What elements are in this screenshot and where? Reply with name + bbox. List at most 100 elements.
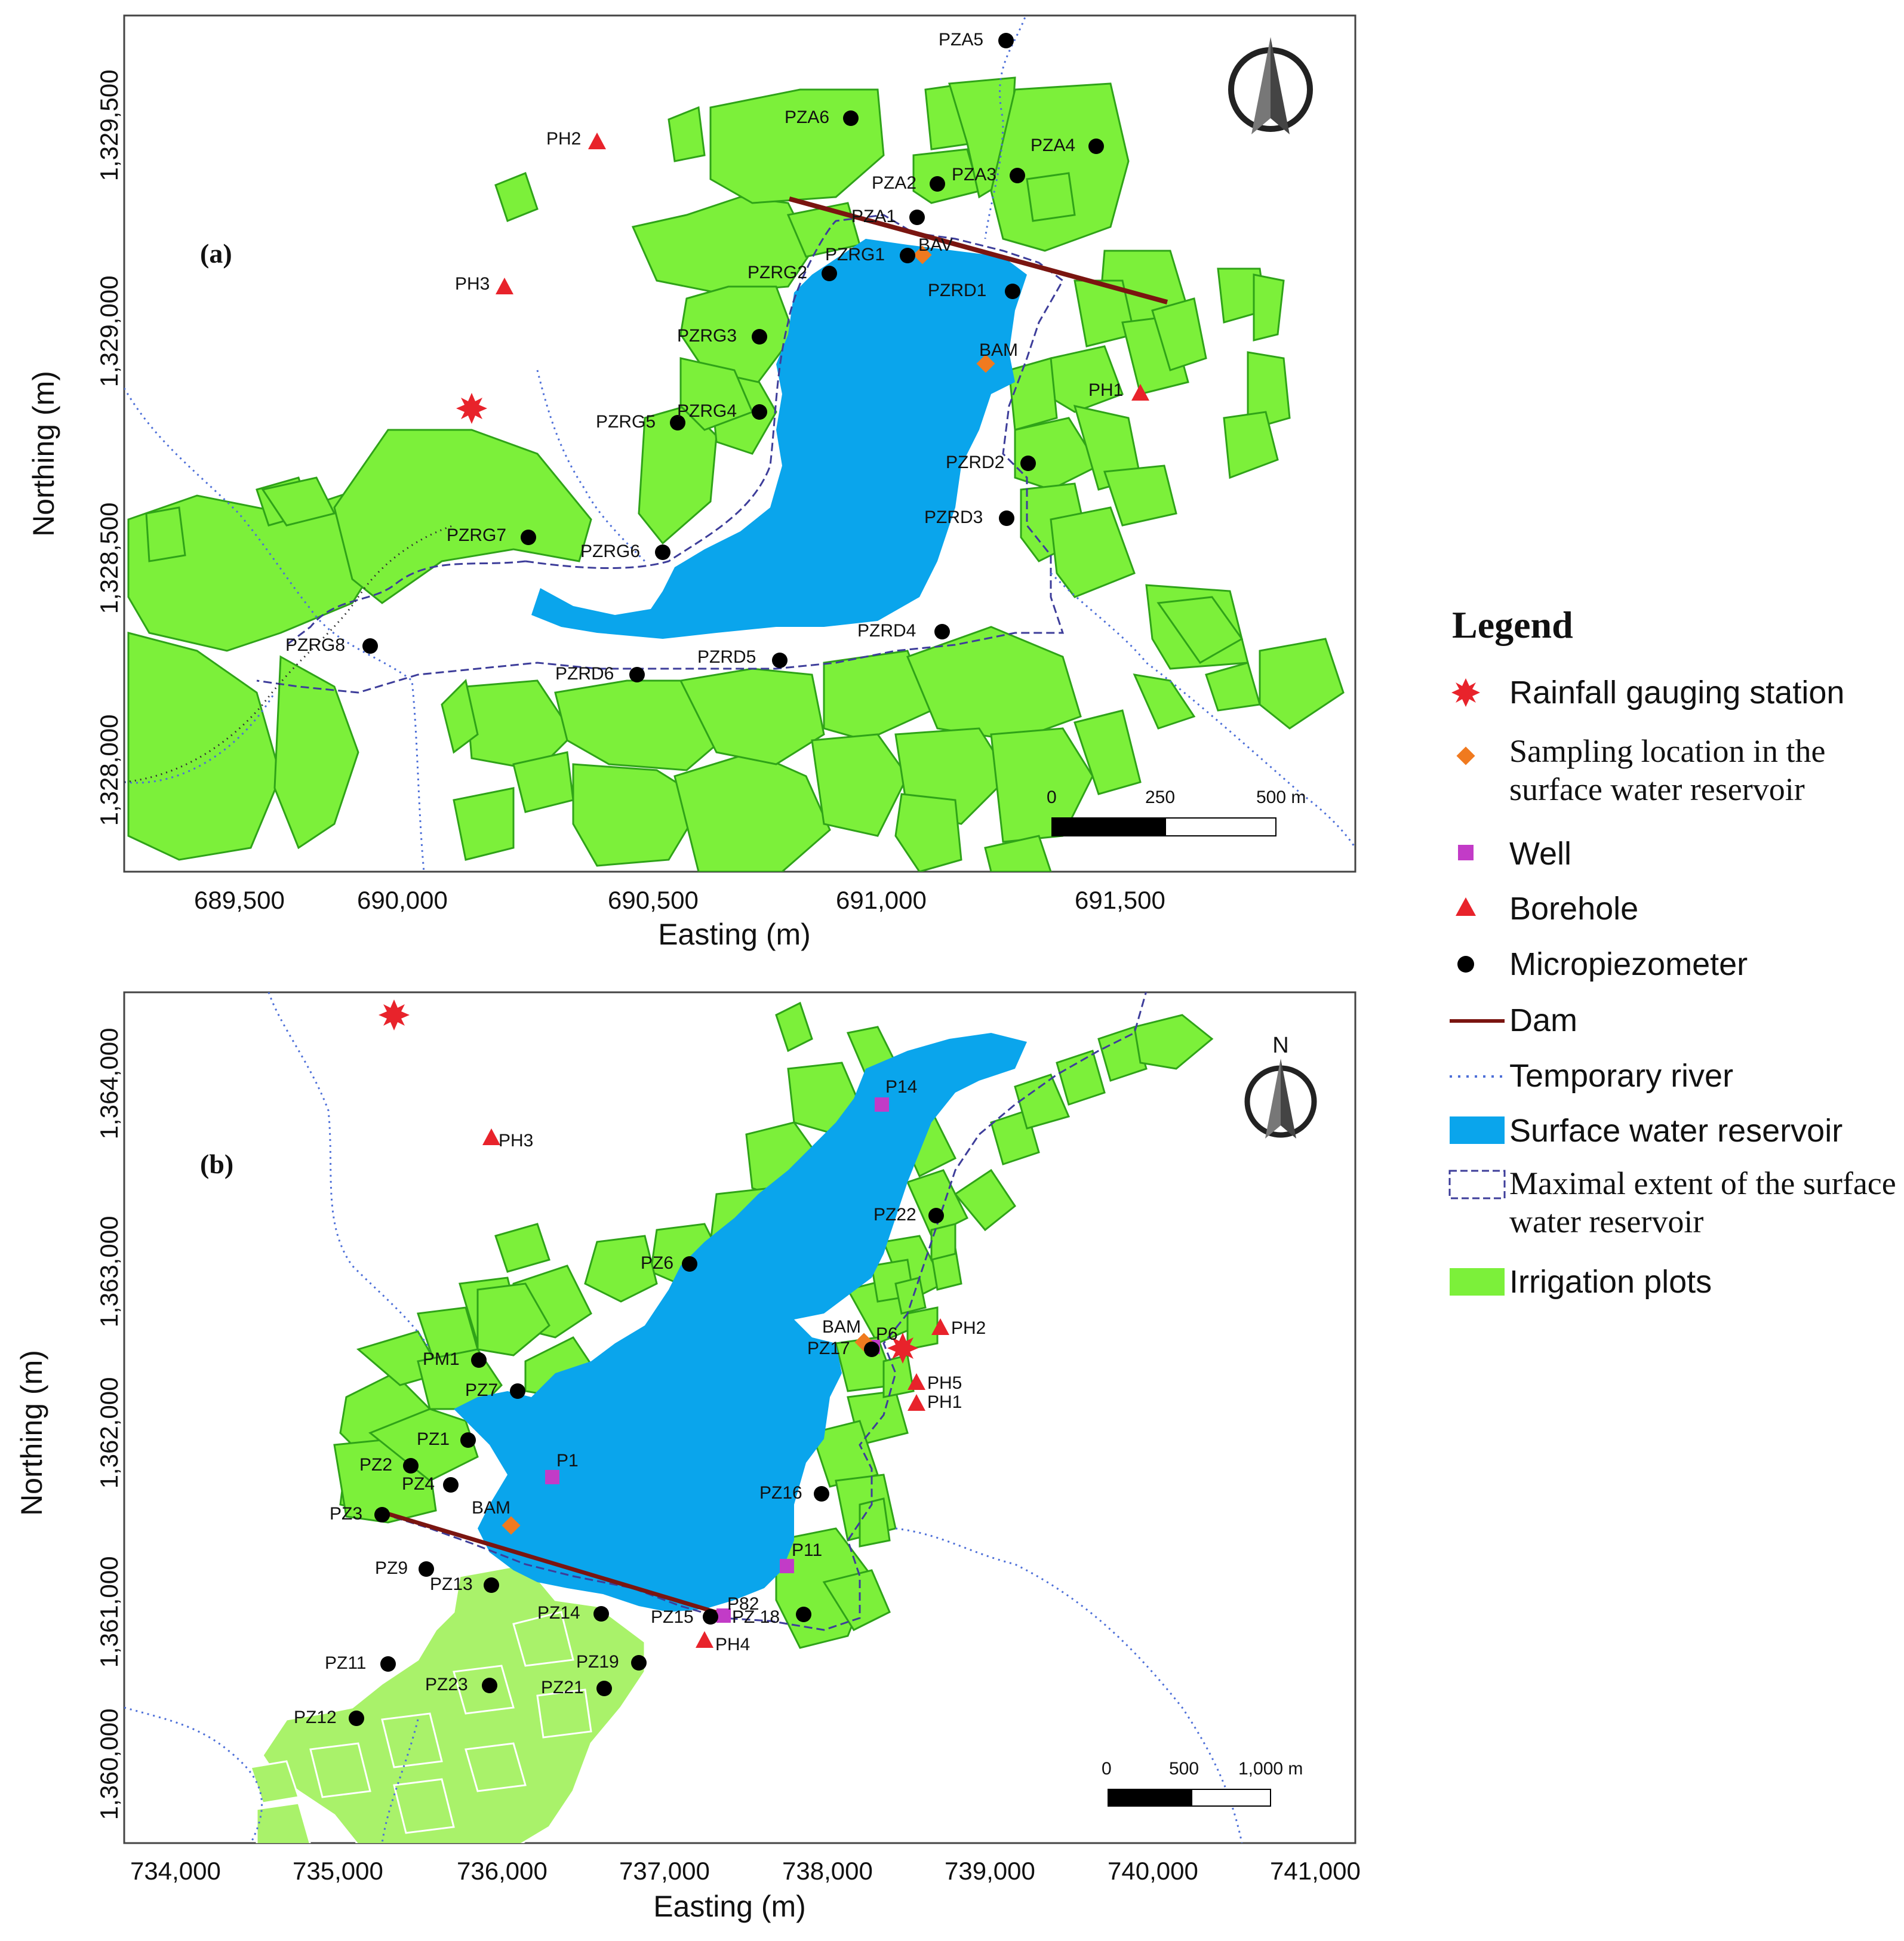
panel-b-boreholes [482, 1128, 949, 1648]
panel-a: PZA5 PZA6 PZA4 PZA2 PZA3 PZA1 PZRG1 BAV … [27, 14, 1357, 951]
point-label: PH5 [927, 1373, 962, 1393]
point-label: PH3 [455, 274, 490, 294]
borehole-marker [908, 1373, 925, 1390]
point-label: PH1 [927, 1392, 962, 1412]
y-tick-label: 1,364,000 [95, 1028, 123, 1140]
point-label: PZ4 [402, 1474, 435, 1494]
legend-label-sampling: Sampling location in the surface water r… [1509, 733, 1826, 807]
legend-rain-icon [1451, 678, 1480, 707]
panel-a-boreholes [496, 133, 1149, 401]
legend-sampling-icon [1456, 746, 1475, 765]
point-label: PZA2 [872, 173, 916, 193]
y-tick-label: 1,361,000 [95, 1557, 123, 1668]
legend-extent-icon [1448, 1170, 1506, 1199]
y-tick-label: 1,363,000 [95, 1216, 123, 1328]
x-tick-label: 690,500 [608, 886, 699, 914]
x-tick-label: 689,500 [194, 886, 285, 914]
panel-b-reservoir [454, 1033, 1027, 1612]
well-marker [716, 1608, 731, 1623]
micropiezometer-marker [1005, 284, 1020, 299]
micropiezometer-marker [1088, 139, 1104, 154]
legend-labels: Rainfall gauging station Sampling locati… [1509, 675, 1896, 1300]
panel-a-point-labels: PZA5 PZA6 PZA4 PZA2 PZA3 PZA1 PZRG1 BAV … [285, 30, 1123, 684]
point-label: PZ13 [430, 1574, 473, 1594]
legend-label-borehole: Borehole [1509, 891, 1638, 927]
point-label: PZA6 [785, 107, 829, 127]
micropiezometer-marker [670, 415, 685, 430]
y-tick-label: 1,329,000 [95, 276, 123, 387]
panel-a-reservoir [531, 239, 1027, 639]
legend-plots-icon [1450, 1268, 1505, 1296]
point-label: PZA4 [1031, 136, 1075, 155]
point-label: PZ 18 [732, 1607, 780, 1627]
micropiezometer-marker [631, 1655, 647, 1671]
point-label: PZRG7 [447, 525, 506, 545]
panel-b-micropiezometers [349, 1208, 944, 1726]
micropiezometer-marker [814, 1486, 829, 1502]
micropiezometer-marker [682, 1256, 697, 1272]
scale-label: 1,000 m [1238, 1759, 1303, 1779]
x-tick-label: 740,000 [1108, 1857, 1198, 1885]
y-tick-label: 1,360,000 [95, 1709, 123, 1820]
micropiezometer-marker [629, 667, 645, 682]
point-label: P1 [556, 1451, 579, 1471]
micropiezometer-marker [934, 624, 950, 639]
micropiezometer-marker [362, 638, 378, 654]
micropiezometer-marker [510, 1383, 525, 1399]
panel-b-y-ticks: 1,364,000 1,363,000 1,362,000 1,361,000 … [95, 1028, 123, 1820]
x-tick-label: 690,000 [357, 886, 448, 914]
x-tick-label: 736,000 [457, 1857, 547, 1885]
point-label: P14 [885, 1077, 917, 1097]
panel-a-rainfall-station [456, 393, 487, 424]
micropiezometer-marker [484, 1577, 499, 1593]
well-marker [875, 1097, 889, 1112]
sampling-marker [913, 245, 932, 264]
borehole-marker [931, 1318, 949, 1335]
point-label: PZRD3 [924, 507, 983, 527]
point-label: PZRG3 [677, 326, 737, 346]
panel-a-temporary-rivers [124, 16, 1355, 872]
panel-b-dam [380, 1509, 721, 1616]
point-label: PZ12 [294, 1708, 337, 1727]
panel-a-dam [788, 196, 1168, 304]
borehole-marker [482, 1128, 500, 1145]
micropiezometer-marker [596, 1681, 612, 1696]
micropiezometer-marker [482, 1678, 497, 1693]
point-label: PZRG2 [748, 263, 807, 282]
panel-b-rainfall-station [379, 999, 410, 1031]
micropiezometer-marker [349, 1711, 364, 1726]
point-label: PZRD6 [555, 664, 614, 684]
borehole-marker [908, 1394, 925, 1411]
point-label: BAM [472, 1498, 510, 1518]
panel-a-x-ticks: 689,500 690,000 690,500 691,000 691,500 [194, 886, 1165, 914]
panel-a-micropiezometers [362, 33, 1104, 682]
micropiezometer-marker [900, 248, 915, 263]
panel-b-x-axis-label: Easting (m) [653, 1890, 806, 1923]
panel-b-label: (b) [200, 1149, 233, 1179]
x-tick-label: 739,000 [945, 1857, 1035, 1885]
north-label: N [1272, 1033, 1288, 1058]
y-tick-label: 1,362,000 [95, 1377, 123, 1489]
y-tick-label: 1,329,500 [95, 70, 123, 182]
well-marker [545, 1470, 559, 1484]
point-label: PZRD2 [946, 453, 1004, 472]
panel-b-rainfall-station-2 [887, 1333, 918, 1364]
point-label: P6 [876, 1324, 898, 1344]
micropiezometer-marker [796, 1607, 811, 1622]
point-label: PZRD4 [857, 621, 916, 641]
scale-label: 500 [1169, 1759, 1199, 1779]
point-label: PM1 [423, 1349, 460, 1369]
borehole-marker [1131, 384, 1149, 401]
micropiezometer-marker [928, 1208, 944, 1223]
panel-b: PH3 P14 PZ22 PZ6 BAM PZ17 P6 PH2 PH5 PH1… [15, 991, 1361, 1923]
panel-a-y-ticks: 1,329,500 1,329,000 1,328,500 1,328,000 [95, 70, 123, 826]
point-label: PZA1 [851, 207, 896, 226]
micropiezometer-marker [460, 1432, 476, 1448]
panel-b-north-arrow: N [1244, 1033, 1317, 1139]
point-label: PH2 [546, 129, 581, 149]
legend-label-micropiezometer: Micropiezometer [1509, 946, 1748, 982]
point-label: PZ21 [541, 1678, 584, 1697]
panel-a-y-axis-label: Northing (m) [27, 371, 60, 537]
x-tick-label: 738,000 [782, 1857, 873, 1885]
point-label: BAV [918, 235, 953, 255]
